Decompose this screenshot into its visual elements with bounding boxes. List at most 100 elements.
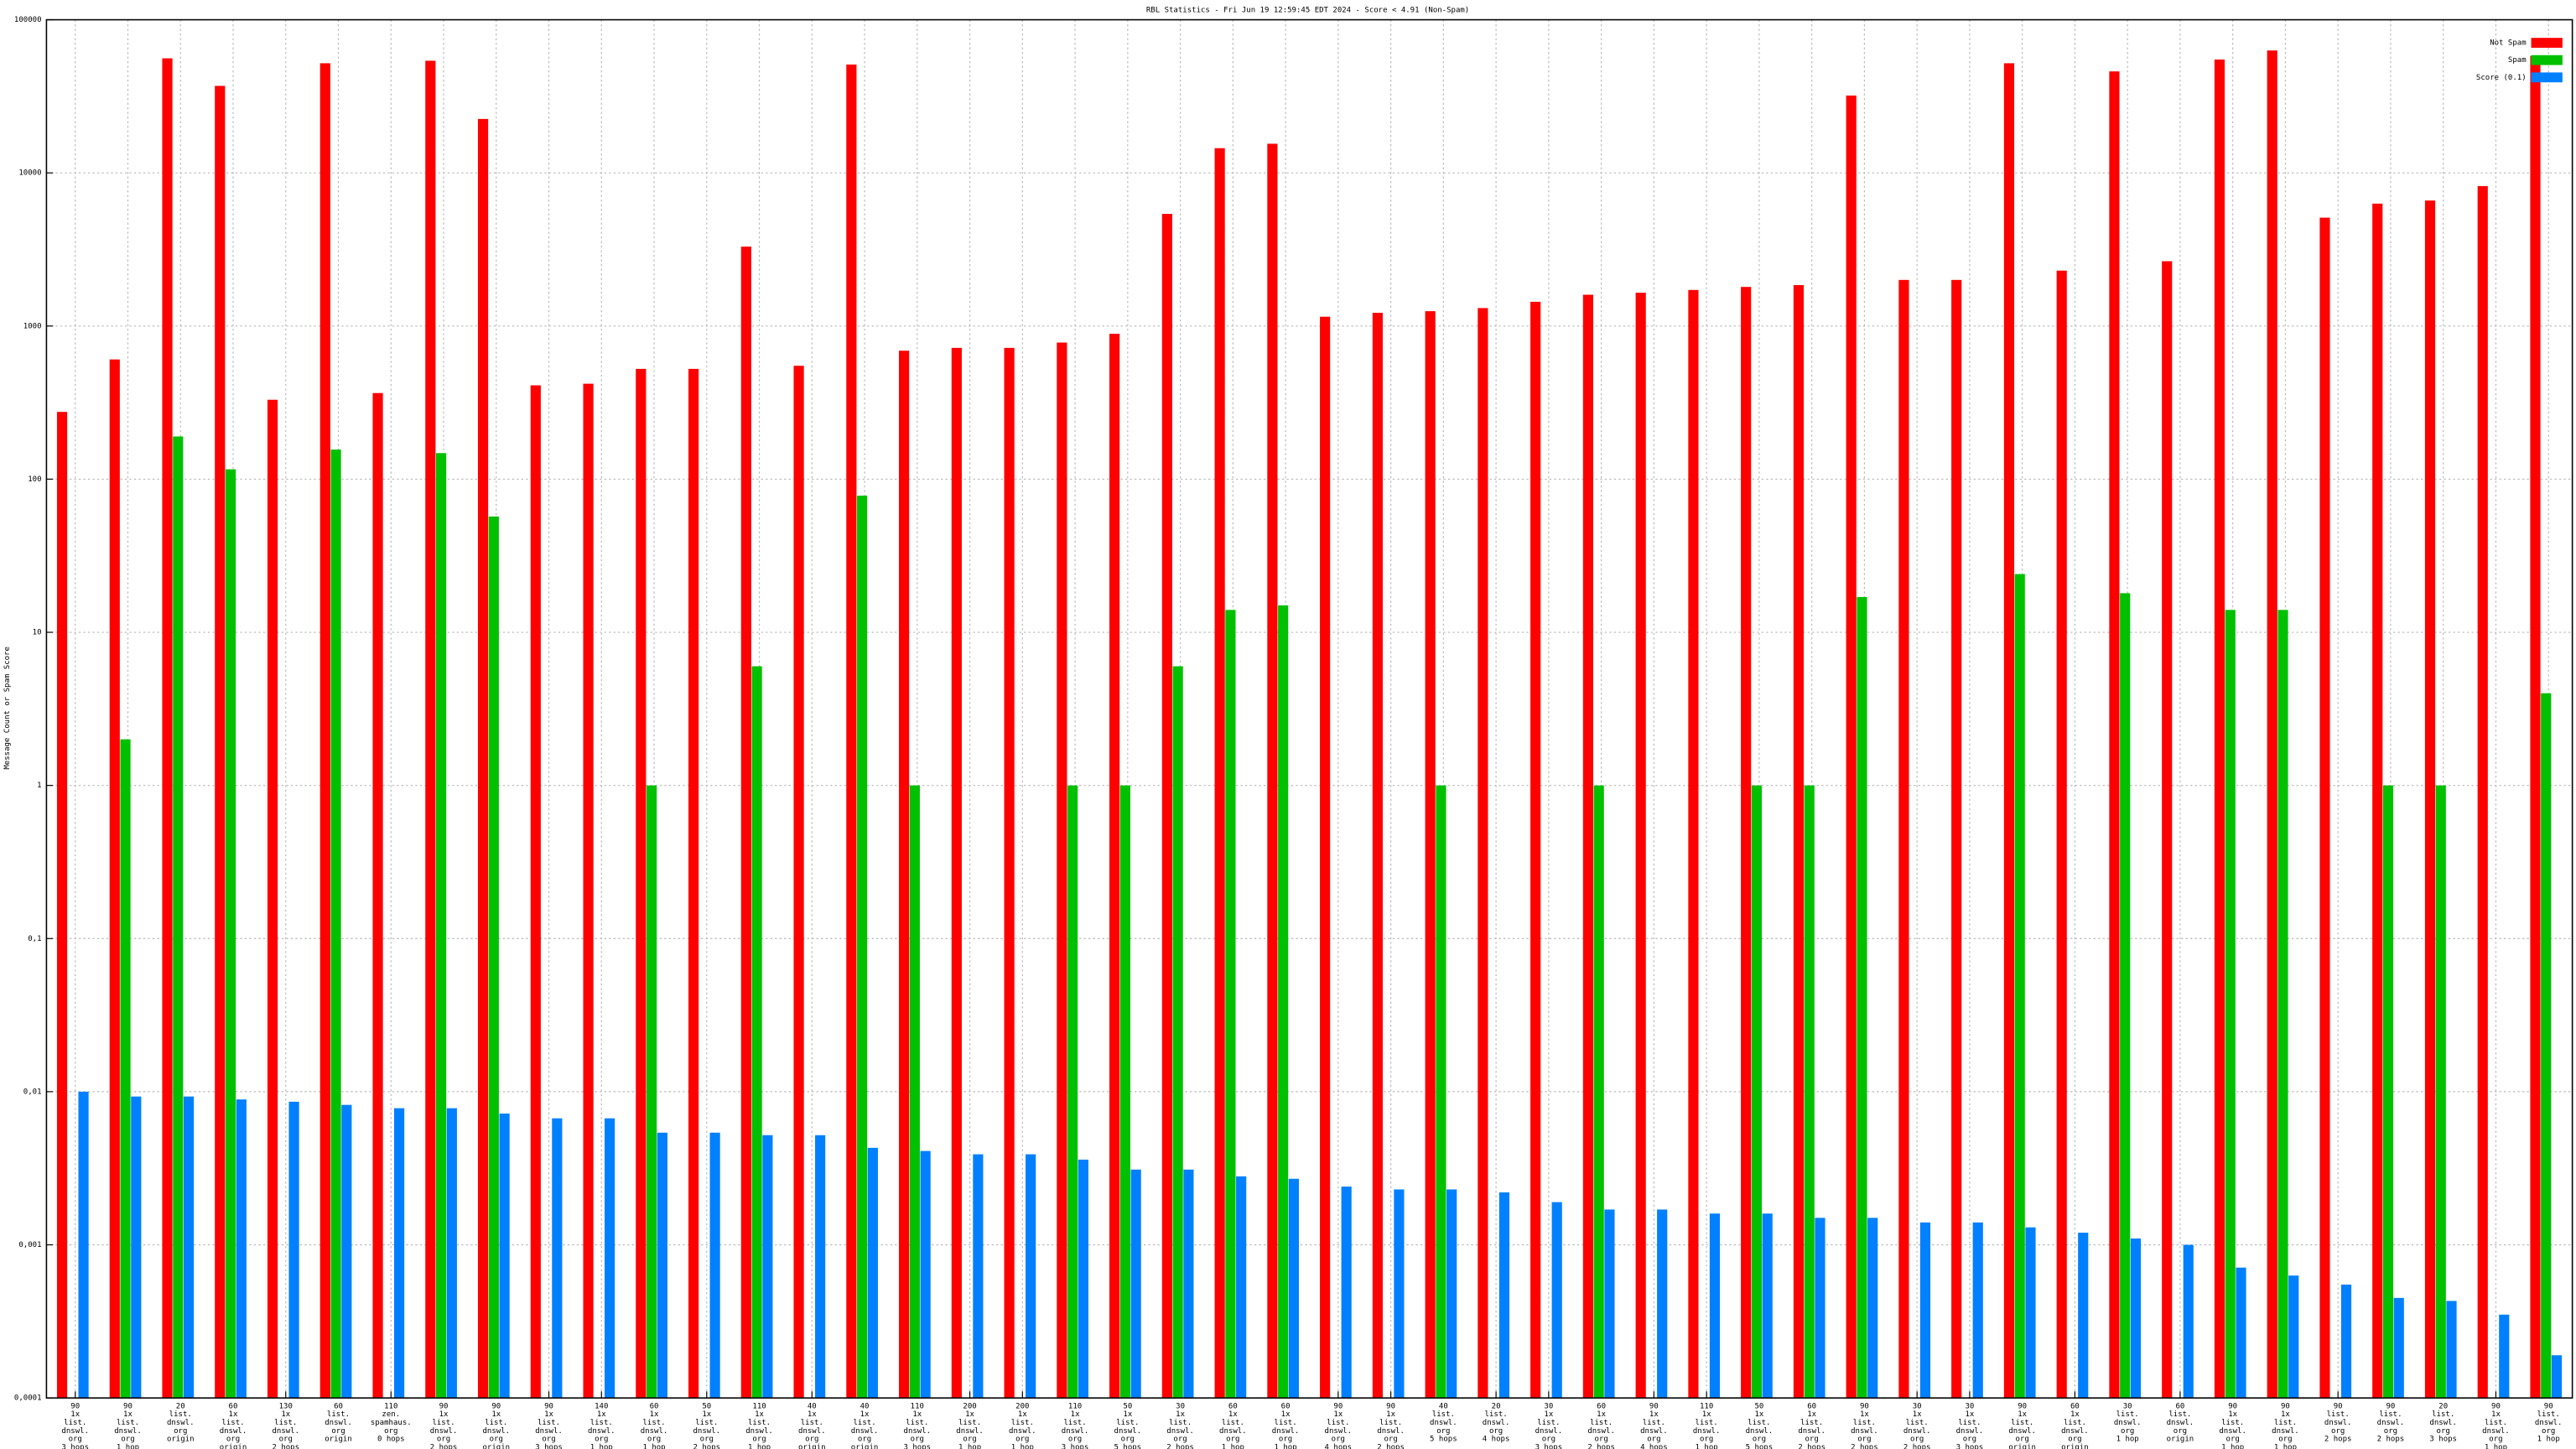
x-tick-label: list. [906, 1419, 928, 1427]
legend-swatch [2531, 38, 2563, 48]
bar [1751, 785, 1763, 1399]
x-tick-label: 5 hops [1114, 1444, 1142, 1449]
x-tick-label: origin [2008, 1444, 2036, 1449]
x-tick-label: dnswl. [1325, 1427, 1353, 1436]
x-tick-label: 60 [2070, 1402, 2080, 1410]
x-tick-label: org [700, 1436, 714, 1444]
x-tick-label: 40 [1439, 1402, 1448, 1410]
x-tick-label: 1 hop [958, 1444, 981, 1449]
bar [1026, 1154, 1036, 1399]
x-tick-label: 1x [702, 1410, 711, 1419]
x-tick-label: 60 [1228, 1402, 1238, 1410]
x-tick-label: dnswl. [430, 1427, 458, 1436]
x-tick-label: org [805, 1436, 818, 1444]
x-tick-label: 90 [2544, 1402, 2553, 1410]
x-tick-label: 60 [1281, 1402, 1291, 1410]
x-tick-label: org [2016, 1436, 2029, 1444]
bar [1109, 334, 1120, 1399]
bar [2372, 203, 2383, 1399]
bar [1267, 143, 1278, 1399]
x-tick-label: 1x [755, 1410, 764, 1419]
y-tick-label: 100 [28, 475, 41, 484]
x-tick-label: list. [1590, 1419, 1613, 1427]
bar [1394, 1189, 1405, 1399]
x-tick-label: list. [1853, 1419, 1876, 1427]
x-tick-label: org [858, 1436, 871, 1444]
bar [2014, 574, 2025, 1399]
x-tick-label: 90 [2281, 1402, 2290, 1410]
x-tick-label: list. [1537, 1419, 1560, 1427]
x-tick-label: list. [2327, 1410, 2350, 1419]
bar [435, 453, 447, 1399]
x-tick-label: dnswl. [535, 1427, 563, 1436]
bar [740, 247, 751, 1399]
x-tick-label: 5 hops [1430, 1436, 1457, 1444]
x-tick-label: 90 [1649, 1402, 1659, 1410]
x-tick-label: org [2331, 1427, 2345, 1436]
bar [2393, 1297, 2404, 1399]
x-tick-label: 90 [2491, 1402, 2501, 1410]
x-tick-label: 40 [860, 1402, 870, 1410]
x-tick-label: dnswl. [2219, 1427, 2246, 1436]
x-tick-label: list. [2485, 1419, 2507, 1427]
x-tick-label: 2 hops [693, 1444, 721, 1449]
x-tick-label: list. [642, 1419, 665, 1427]
bar [1688, 289, 1699, 1399]
x-tick-label: 90 [1860, 1402, 1869, 1410]
bar [341, 1104, 352, 1399]
x-tick-label: 1x [2491, 1410, 2501, 1419]
bar [425, 60, 436, 1399]
x-tick-label: 1x [1965, 1410, 1974, 1419]
bar [488, 516, 499, 1399]
x-tick-label: list. [1275, 1419, 1297, 1427]
bar [1236, 1176, 1247, 1399]
x-tick-label: 3 hops [535, 1444, 563, 1449]
bar [1762, 1213, 1773, 1399]
bar [1951, 279, 1962, 1399]
x-tick-label: 90 [70, 1402, 80, 1410]
bar [605, 1118, 615, 1399]
x-tick-label: 200 [1015, 1402, 1029, 1410]
x-tick-label: list. [1064, 1419, 1087, 1427]
bar [552, 1118, 563, 1399]
x-tick-label: list. [1906, 1419, 1929, 1427]
x-tick-label: list. [695, 1419, 718, 1427]
x-tick-label: list. [2011, 1419, 2033, 1427]
x-tick-label: list. [327, 1410, 350, 1419]
bar [1582, 294, 1594, 1399]
bar [846, 64, 857, 1399]
x-tick-label: list. [485, 1419, 507, 1427]
x-tick-label: 110 [752, 1402, 766, 1410]
x-tick-label: 1 hop [2537, 1436, 2560, 1444]
x-tick-label: 90 [2334, 1402, 2343, 1410]
legend-swatch [2531, 72, 2563, 83]
x-tick-label: list. [801, 1419, 823, 1427]
x-tick-label: list. [2379, 1410, 2402, 1419]
x-tick-label: 1x [544, 1410, 553, 1419]
bar [319, 63, 330, 1399]
x-tick-label: 1x [1123, 1410, 1132, 1419]
x-tick-label: dnswl. [904, 1427, 932, 1436]
x-tick-label: 1 hop [2221, 1444, 2244, 1449]
x-tick-label: 1x [1281, 1410, 1291, 1419]
x-tick-label: dnswl. [1114, 1427, 1142, 1436]
x-tick-label: list. [1011, 1419, 1034, 1427]
x-tick-label: org [2226, 1436, 2240, 1444]
x-tick-label: list. [2432, 1410, 2454, 1419]
x-tick-label: dnswl. [1903, 1427, 1931, 1436]
x-tick-label: 110 [1068, 1402, 1082, 1410]
x-tick-label: dnswl. [641, 1427, 668, 1436]
bar [1919, 1222, 1931, 1399]
x-tick-label: 140 [595, 1402, 608, 1410]
x-tick-label: org [1542, 1436, 1555, 1444]
x-tick-label: 40 [808, 1402, 817, 1410]
x-tick-label: 20 [1492, 1402, 1501, 1410]
bar [215, 86, 226, 1399]
bar [688, 368, 699, 1399]
x-tick-label: 1x [1597, 1410, 1606, 1419]
x-tick-label: dnswl. [798, 1427, 826, 1436]
x-tick-label: list. [1696, 1419, 1718, 1427]
bar [2025, 1227, 2036, 1399]
x-tick-label: 20 [2438, 1402, 2448, 1410]
x-tick-label: 1 hop [117, 1444, 139, 1449]
